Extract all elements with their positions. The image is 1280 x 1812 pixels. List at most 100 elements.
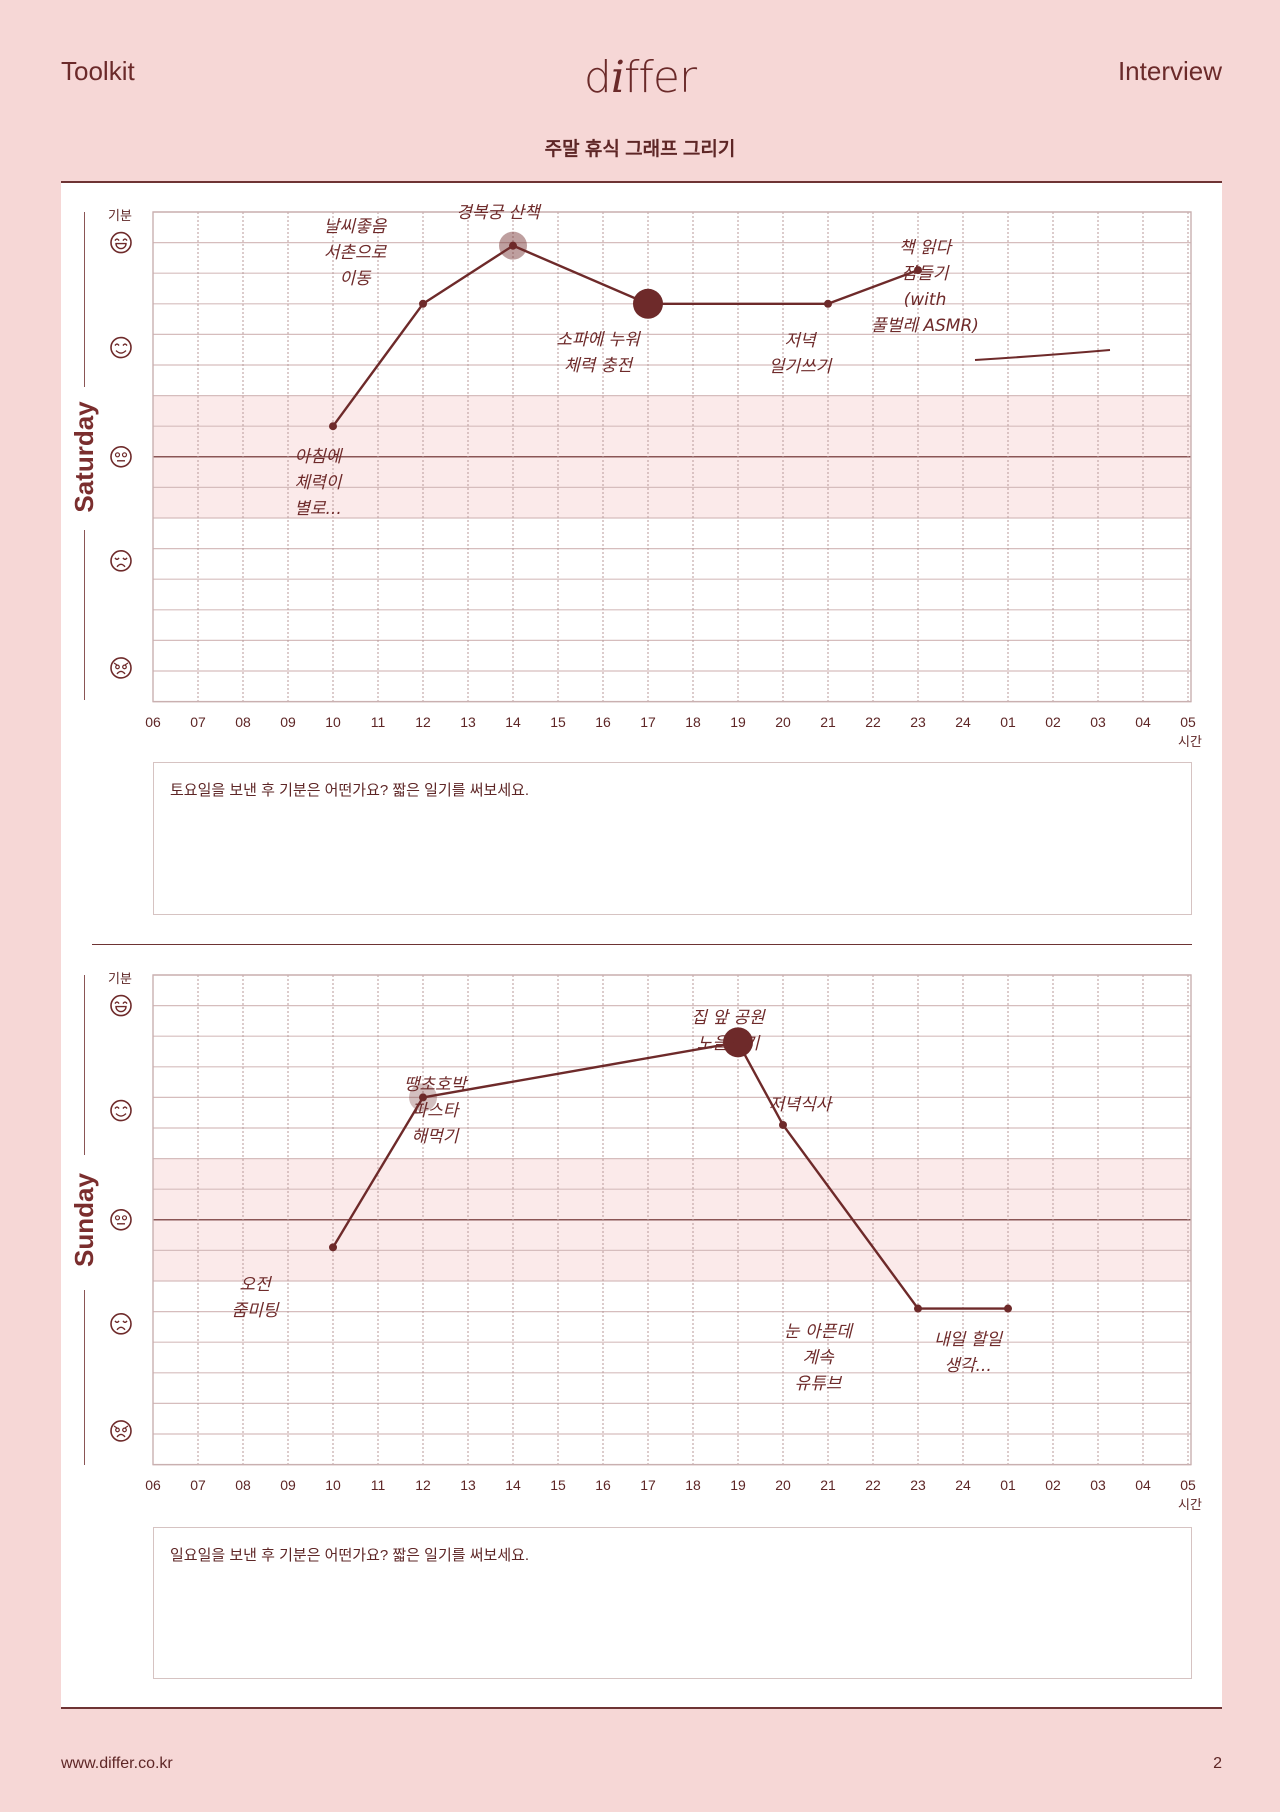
page-title: 주말 휴식 그래프 그리기 xyxy=(544,139,736,160)
handwritten-annotation: 책 읽다 잠들기 (with 풀벌레 ASMR) xyxy=(871,238,979,336)
x-tick-label: 08 xyxy=(235,1476,251,1493)
x-tick-label: 05 xyxy=(1180,713,1196,730)
x-tick-label: 09 xyxy=(280,713,296,730)
handwritten-annotation: 날씨좋음 서촌으로 이동 xyxy=(324,217,388,289)
handwritten-annotation: 집 앞 공원 노을보기 xyxy=(691,1008,766,1054)
saturday-diary-prompt: 토요일을 보낸 후 기분은 어떤가요? 짧은 일기를 써보세요. xyxy=(170,782,530,799)
x-tick-label: 24 xyxy=(955,713,971,730)
handwritten-annotation: 눈 아픈데 계속 유튜브 xyxy=(784,1322,854,1394)
smiling-face-icon xyxy=(110,336,132,359)
x-tick-label: 03 xyxy=(1090,1476,1106,1493)
saturday-side-line-bottom xyxy=(84,530,85,700)
x-tick-label: 21 xyxy=(820,713,836,730)
x-tick-label: 12 xyxy=(415,1476,431,1493)
x-tick-label: 16 xyxy=(595,1476,611,1493)
x-tick-label: 21 xyxy=(820,1476,836,1493)
x-tick-label: 04 xyxy=(1135,1476,1151,1493)
sunday-diary-prompt: 일요일을 보낸 후 기분은 어떤가요? 짧은 일기를 써보세요. xyxy=(170,1547,530,1564)
x-tick-label: 06 xyxy=(145,1476,161,1493)
sunday-mood-line xyxy=(331,1041,1010,1310)
data-point xyxy=(779,1120,787,1129)
handwritten-annotation: 땡초호박 파스타 해먹기 xyxy=(404,1075,469,1147)
time-axis-label-saturday: 시간 xyxy=(1178,734,1202,749)
handwritten-annotation: 경복궁 산책 xyxy=(456,203,542,223)
very-happy-face-icon xyxy=(110,994,132,1017)
sad-face-icon xyxy=(110,1313,132,1335)
x-tick-label: 14 xyxy=(505,713,521,730)
highlight-dot-faded xyxy=(409,1083,437,1112)
data-point xyxy=(1004,1304,1012,1313)
x-tick-label: 19 xyxy=(730,713,746,730)
neutral-face-icon xyxy=(110,445,132,468)
data-point xyxy=(914,1304,922,1313)
x-tick-label: 01 xyxy=(1000,713,1016,730)
x-tick-label: 09 xyxy=(280,1476,296,1493)
saturday-mood-line xyxy=(331,244,920,428)
very-sad-face-icon xyxy=(110,657,132,679)
x-tick-label: 07 xyxy=(190,713,206,730)
very-happy-face-icon xyxy=(110,231,132,254)
x-tick-label: 03 xyxy=(1090,713,1106,730)
x-tick-label: 11 xyxy=(370,713,386,730)
x-tick-label: 22 xyxy=(865,713,881,730)
x-tick-label: 14 xyxy=(505,1476,521,1493)
x-tick-label: 06 xyxy=(145,713,161,730)
data-point xyxy=(329,422,337,431)
neutral-face-icon xyxy=(110,1209,132,1231)
differ-logo: differ xyxy=(583,52,697,103)
sunday-side-line-bottom xyxy=(84,1290,85,1465)
x-tick-label: 10 xyxy=(325,713,341,730)
x-tick-label: 15 xyxy=(550,713,566,730)
sunday-side-line-top xyxy=(84,975,85,1155)
x-tick-label: 01 xyxy=(1000,1476,1016,1493)
highlight-dot xyxy=(723,1027,753,1058)
smiling-face-icon xyxy=(110,1099,132,1122)
x-tick-label: 13 xyxy=(460,713,476,730)
data-point xyxy=(914,266,922,275)
highlight-dot xyxy=(633,288,663,319)
annotation-underline xyxy=(974,349,1111,361)
time-axis-label-sunday: 시간 xyxy=(1178,1497,1202,1512)
handwritten-annotation: 내일 할일 생각... xyxy=(934,1330,1003,1376)
sunday-diary-input[interactable]: 일요일을 보낸 후 기분은 어떤가요? 짧은 일기를 써보세요. xyxy=(153,1527,1192,1679)
x-tick-label: 12 xyxy=(415,713,431,730)
toolkit-label: Toolkit xyxy=(61,56,135,86)
x-tick-label: 08 xyxy=(235,713,251,730)
x-tick-label: 05 xyxy=(1180,1476,1196,1493)
saturday-diary-input[interactable]: 토요일을 보낸 후 기분은 어떤가요? 짧은 일기를 써보세요. xyxy=(153,762,1192,915)
x-tick-label: 23 xyxy=(910,1476,926,1493)
interview-label: Interview xyxy=(1117,56,1222,86)
page-number: 2 xyxy=(1213,1755,1222,1772)
data-point xyxy=(419,1093,427,1102)
saturday-side-line-top xyxy=(84,212,85,387)
x-tick-label: 19 xyxy=(730,1476,746,1493)
handwritten-annotation: 아침에 체력이 별로... xyxy=(294,447,344,519)
peak-highlight xyxy=(499,231,527,260)
x-tick-label: 02 xyxy=(1045,713,1061,730)
data-point xyxy=(509,241,517,250)
handwritten-annotation: 오전 줌미팅 xyxy=(232,1275,280,1321)
footer-url[interactable]: www.differ.co.kr xyxy=(61,1755,173,1772)
x-tick-label: 04 xyxy=(1135,713,1151,730)
x-tick-label: 18 xyxy=(685,1476,701,1493)
x-tick-label: 20 xyxy=(775,713,791,730)
x-tick-label: 07 xyxy=(190,1476,206,1493)
mood-axis-label-saturday: 기분 xyxy=(108,208,132,223)
handwritten-annotation: 저녁 일기쓰기 xyxy=(769,331,833,377)
x-tick-label: 11 xyxy=(370,1476,386,1493)
data-point xyxy=(824,299,832,308)
x-tick-label: 02 xyxy=(1045,1476,1061,1493)
x-tick-label: 17 xyxy=(640,1476,656,1493)
x-tick-label: 22 xyxy=(865,1476,881,1493)
handwritten-annotation: 소파에 누워 체력 충전 xyxy=(556,330,641,376)
x-tick-label: 24 xyxy=(955,1476,971,1493)
mood-axis-label-sunday: 기분 xyxy=(108,971,132,986)
handwritten-annotation: 저녁식사 xyxy=(769,1095,834,1115)
data-point xyxy=(329,1243,337,1252)
very-sad-face-icon xyxy=(110,1420,132,1442)
data-point xyxy=(419,299,427,308)
x-tick-label: 17 xyxy=(640,713,656,730)
x-tick-label: 23 xyxy=(910,713,926,730)
